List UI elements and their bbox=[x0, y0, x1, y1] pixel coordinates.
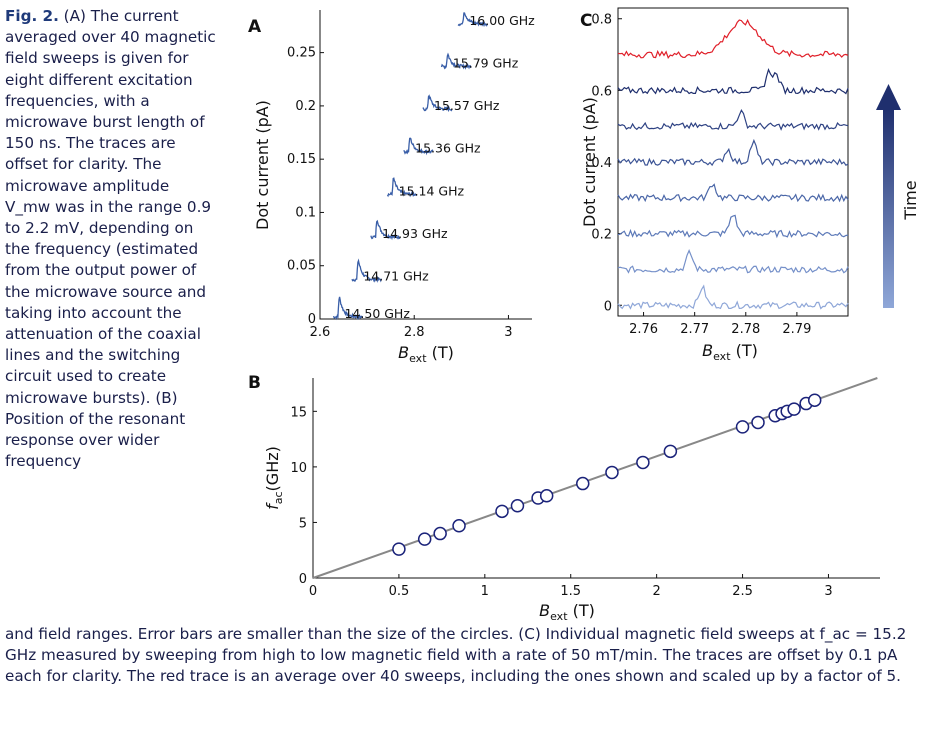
trace-label-a: 15.14 GHz bbox=[399, 183, 465, 198]
data-point bbox=[392, 542, 406, 556]
panel-letter-a: A bbox=[248, 17, 262, 37]
data-point bbox=[495, 504, 509, 519]
trace-label-a: 14.93 GHz bbox=[382, 226, 448, 241]
y-axis-label-a: Dot current (pA) bbox=[253, 100, 272, 230]
trace-label-a: 15.36 GHz bbox=[415, 141, 481, 156]
data-point bbox=[735, 420, 750, 434]
x-tick-label-c: 2.78 bbox=[731, 322, 760, 337]
trace-a bbox=[351, 258, 382, 283]
time-arrow-head bbox=[876, 84, 901, 110]
x-tick-label-a: 2.8 bbox=[404, 325, 425, 340]
data-point bbox=[807, 393, 822, 407]
y-tick-label-b: 10 bbox=[290, 461, 307, 476]
panel-b: B 0 5 10 15 0 0.5 1 1.5 2 2.5 3 fac(GHz) Bext (T) bbox=[248, 373, 880, 623]
data-point bbox=[663, 444, 678, 459]
x-tick-label-b: 1 bbox=[481, 584, 489, 599]
y-tick-label-c: 0.2 bbox=[591, 228, 612, 243]
trace-c bbox=[617, 18, 849, 60]
trace-c bbox=[617, 214, 849, 239]
trace-a bbox=[422, 94, 453, 113]
x-tick-label-a: 3 bbox=[504, 325, 512, 340]
y-axis-label-c: Dot current (pA) bbox=[580, 97, 599, 227]
data-point bbox=[417, 532, 432, 546]
trace-label-a: 16.00 GHz bbox=[469, 13, 535, 28]
y-tick-label-a: 0.2 bbox=[295, 99, 316, 114]
y-tick-label-c: 0 bbox=[604, 299, 612, 314]
y-tick-label-a: 0.05 bbox=[287, 259, 316, 274]
data-point bbox=[576, 476, 590, 491]
x-tick-label-c: 2.77 bbox=[680, 322, 709, 337]
y-tick-label-b: 5 bbox=[299, 516, 307, 531]
x-tick-label-a: 2.6 bbox=[310, 325, 331, 340]
trace-c bbox=[617, 249, 849, 274]
data-point bbox=[452, 519, 466, 533]
x-tick-label-b: 2.5 bbox=[732, 584, 753, 599]
data-point bbox=[751, 415, 765, 430]
data-point bbox=[539, 489, 554, 503]
trace-label-a: 15.79 GHz bbox=[453, 55, 519, 70]
caption-left: Fig. 2. (A) The current averaged over 40… bbox=[5, 6, 218, 472]
y-tick-label-c: 0.8 bbox=[591, 13, 612, 28]
trace-a bbox=[403, 137, 434, 156]
x-tick-label-b: 2 bbox=[652, 584, 660, 599]
trace-a bbox=[332, 296, 363, 321]
trace-a bbox=[440, 52, 472, 70]
x-tick-label-b: 3 bbox=[824, 584, 832, 599]
trace-a bbox=[386, 177, 418, 198]
y-tick-label-a: 0.25 bbox=[287, 46, 316, 61]
time-label: Time bbox=[901, 180, 920, 220]
trace-label-a: 14.71 GHz bbox=[363, 269, 429, 284]
y-tick-label-b: 0 bbox=[299, 572, 307, 587]
trace-c bbox=[617, 284, 849, 310]
trace-c bbox=[617, 109, 849, 131]
x-tick-label-b: 1.5 bbox=[560, 584, 581, 599]
data-point bbox=[636, 455, 650, 470]
y-tick-label-a: 0 bbox=[308, 312, 316, 327]
data-point bbox=[605, 465, 619, 480]
data-point bbox=[510, 499, 525, 513]
trace-label-a: 15.57 GHz bbox=[434, 98, 500, 113]
caption-lead: Fig. 2. bbox=[5, 7, 59, 25]
x-axis-label-a: Bext (T) bbox=[398, 343, 454, 365]
y-axis-label-b: fac(GHz) bbox=[263, 446, 285, 510]
panel-a: A 0 0.05 0.1 0.15 0.2 0.25 2.6 2.8 3 Dot current … bbox=[248, 10, 535, 365]
trace-c bbox=[617, 183, 849, 203]
trace-a bbox=[457, 12, 488, 27]
x-tick-label-b: 0 bbox=[309, 584, 317, 599]
trace-a bbox=[370, 219, 401, 241]
x-axis-label-b: Bext (T) bbox=[539, 601, 595, 623]
x-axis-label-c: Bext (T) bbox=[702, 341, 758, 363]
panel-c: C 0 0.2 0.4 0.6 0.8 2.76 2.77 2.78 2.79 Dot curre… bbox=[580, 7, 920, 363]
trace-c bbox=[617, 138, 849, 167]
data-point bbox=[433, 526, 447, 541]
y-tick-label-a: 0.15 bbox=[287, 152, 316, 167]
caption-left-text: (A) The current averaged over 40 magneti… bbox=[5, 7, 216, 471]
time-arrow-shaft bbox=[883, 108, 894, 308]
y-tick-label-c: 0.6 bbox=[591, 84, 612, 99]
x-tick-label-b: 0.5 bbox=[389, 584, 410, 599]
x-tick-label-c: 2.79 bbox=[782, 322, 811, 337]
y-tick-label-c: 0.4 bbox=[591, 156, 612, 171]
y-tick-label-b: 15 bbox=[290, 405, 307, 420]
panel-letter-b: B bbox=[248, 373, 261, 393]
y-tick-label-a: 0.1 bbox=[295, 205, 316, 220]
data-point bbox=[787, 402, 801, 416]
trace-label-a: 14.50 GHz bbox=[344, 306, 410, 321]
x-tick-label-c: 2.76 bbox=[629, 322, 658, 337]
trace-c bbox=[617, 68, 849, 96]
caption-bottom: and field ranges. Error bars are smaller… bbox=[5, 625, 907, 686]
panel-letter-c: C bbox=[580, 11, 592, 31]
